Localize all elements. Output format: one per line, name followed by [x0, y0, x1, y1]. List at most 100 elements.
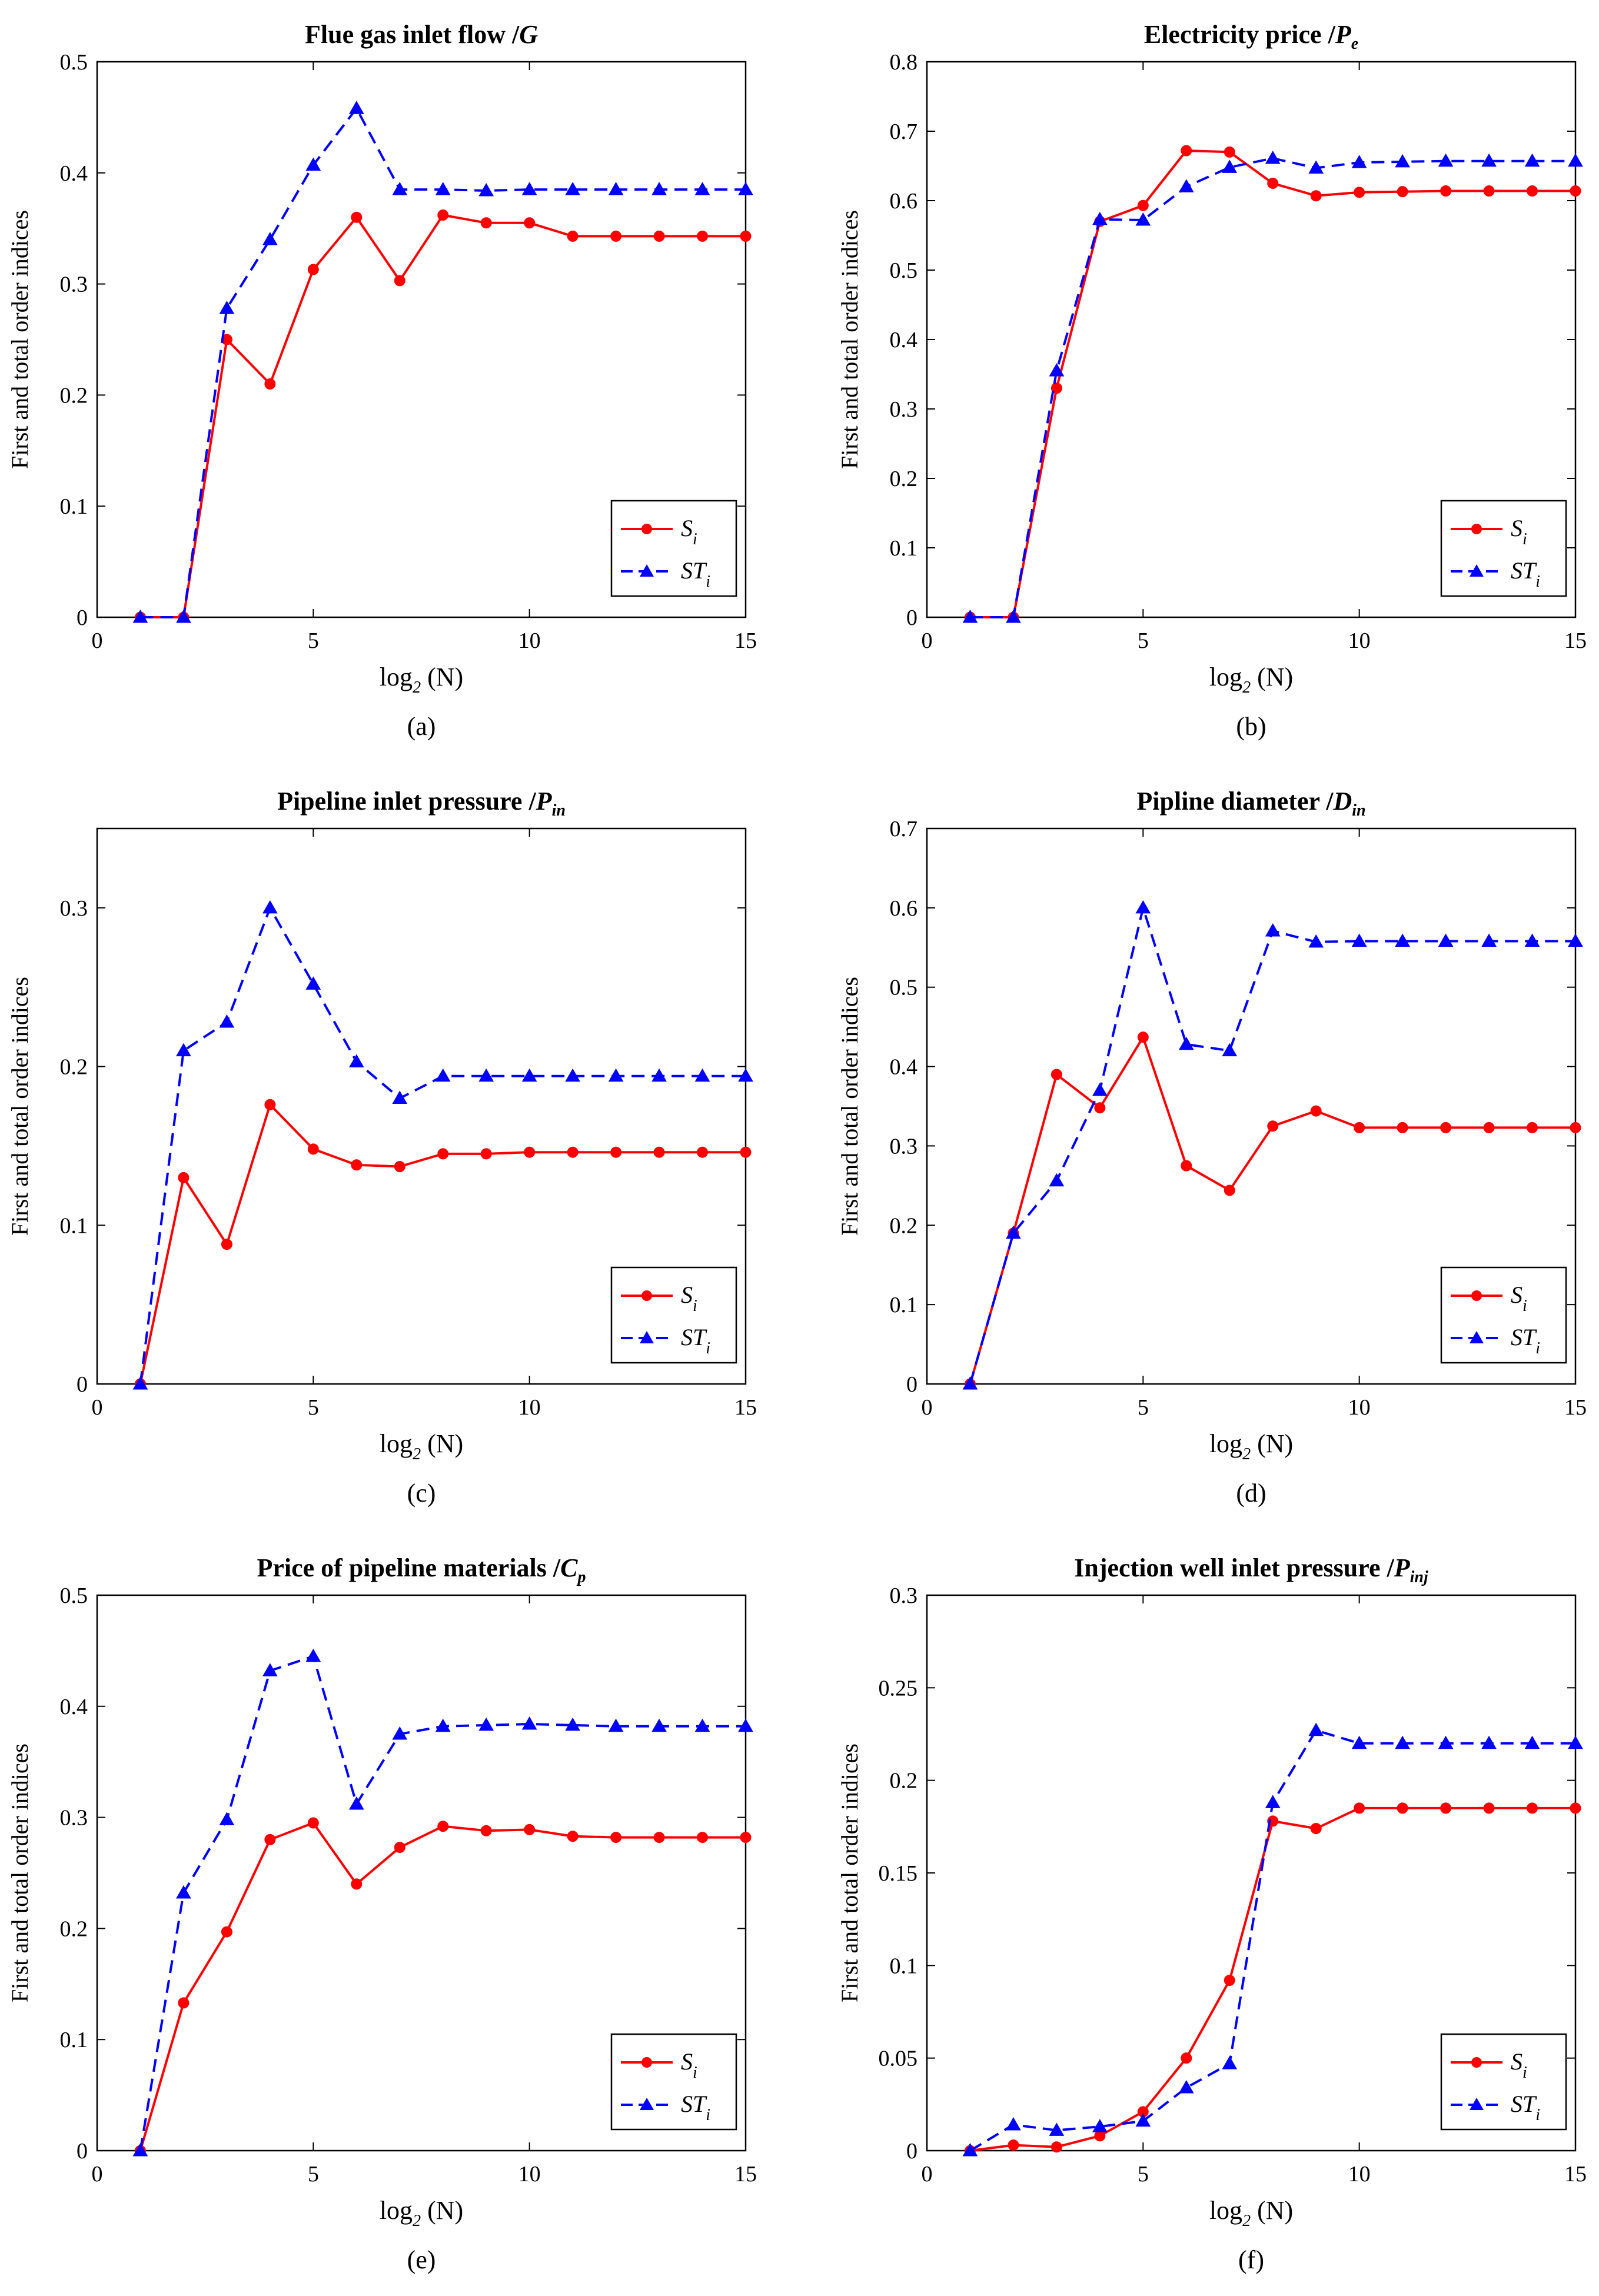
data-point-st	[651, 1718, 667, 1732]
chart-title: Flue gas inlet flow /G	[305, 20, 538, 49]
plot-frame	[96, 61, 747, 618]
data-point-s	[740, 230, 752, 242]
legend-label-st: STi	[1511, 557, 1540, 591]
data-point-st	[521, 1716, 537, 1730]
data-point-s	[1008, 2139, 1019, 2151]
y-tick-label: 0.2	[60, 383, 88, 408]
x-tick-label: 5	[308, 628, 319, 653]
y-tick-label: 0.3	[890, 397, 918, 422]
chart-title: Price of pipeline materials /Cp	[257, 1553, 586, 1586]
legend-label-s: Si	[681, 2048, 697, 2082]
data-point-st	[1222, 2056, 1238, 2069]
x-tick-label: 5	[308, 1395, 319, 1420]
data-point-s	[480, 217, 492, 229]
x-tick-label: 15	[1564, 628, 1587, 653]
data-point-st	[176, 609, 191, 623]
legend-label-s: Si	[1511, 515, 1527, 548]
x-tick-label: 0	[922, 1395, 933, 1420]
data-point-st	[176, 1885, 191, 1899]
data-point-st	[1222, 1043, 1238, 1057]
legend-marker-st	[1470, 1331, 1484, 1343]
data-point-s	[178, 1172, 190, 1183]
x-axis-label: log2 (N)	[1209, 2196, 1293, 2230]
y-tick-label: 0	[906, 2139, 917, 2164]
data-point-st	[1481, 1735, 1497, 1749]
data-point-s	[307, 264, 319, 275]
chart-title: Pipline diameter /Din	[1136, 787, 1365, 820]
data-point-s	[1354, 1802, 1365, 1814]
data-point-st	[694, 182, 710, 195]
data-point-s	[1310, 1822, 1322, 1834]
legend-box	[1440, 1266, 1567, 1364]
data-point-s	[1224, 1184, 1235, 1196]
x-tick-label: 10	[1348, 2162, 1371, 2187]
y-tick-label: 0.1	[890, 536, 918, 561]
legend-label-s: Si	[1511, 2048, 1527, 2082]
data-point-st	[1351, 1735, 1367, 1749]
data-point-st	[392, 1726, 408, 1740]
data-point-s	[1051, 2141, 1062, 2153]
data-point-st	[1438, 153, 1454, 167]
legend-marker-s	[641, 2057, 652, 2068]
data-point-s	[610, 1832, 622, 1844]
y-tick-label: 0.05	[879, 2047, 918, 2071]
data-point-st	[219, 301, 235, 314]
chart-panel-d: Pipline diameter /Din 0 0.1 0.2 0.3 0.4 0.5 0.6…	[836, 787, 1587, 1508]
y-tick-label: 0.15	[879, 1861, 918, 1886]
data-point-st	[1351, 933, 1367, 947]
chart-panel-a: Flue gas inlet flow /G 0 0.1 0.2 0.3 0.4 0.5 0 5…	[6, 20, 757, 741]
y-tick-label: 0.2	[890, 1213, 918, 1238]
data-point-s	[1267, 178, 1279, 189]
x-tick-label: 15	[734, 2162, 757, 2187]
panel-caption: (d)	[1236, 1479, 1266, 1508]
data-point-st	[962, 1376, 978, 1390]
data-point-st	[651, 182, 667, 195]
data-point-st	[132, 609, 148, 623]
plot-frame	[96, 1594, 747, 2152]
y-tick-label: 0.5	[890, 258, 918, 283]
chart-panel-e: Price of pipeline materials /Cp 0 0.1 0.2 0.…	[6, 1553, 757, 2274]
legend-label-st: STi	[1511, 1324, 1540, 1357]
x-tick-label: 5	[1138, 628, 1149, 653]
y-tick-label: 0.7	[890, 119, 918, 144]
y-tick-label: 0	[77, 605, 88, 630]
data-point-s	[1137, 199, 1149, 211]
data-point-s	[1137, 1031, 1149, 1043]
panel-caption: (a)	[407, 712, 436, 741]
data-point-st	[1395, 933, 1410, 947]
data-point-s	[1397, 1122, 1408, 1133]
y-tick-label: 0.6	[890, 896, 918, 921]
data-point-st	[1481, 933, 1497, 947]
x-tick-label: 10	[518, 628, 541, 653]
y-tick-label: 0.4	[890, 328, 918, 352]
legend-marker-s	[641, 524, 652, 534]
data-point-s	[653, 1832, 665, 1844]
data-point-st	[565, 182, 580, 195]
data-point-s	[1094, 1102, 1106, 1114]
data-point-s	[1354, 1122, 1365, 1133]
data-point-st	[435, 182, 451, 195]
x-tick-label: 5	[1138, 2162, 1149, 2187]
data-point-s	[740, 1832, 752, 1844]
data-point-s	[610, 230, 622, 242]
legend-marker-st	[1470, 2098, 1484, 2110]
legend-box	[610, 2033, 737, 2131]
data-point-st	[1395, 154, 1410, 168]
data-point-st	[1568, 153, 1583, 167]
data-point-s	[567, 1146, 579, 1158]
y-tick-label: 0.8	[890, 50, 918, 75]
y-tick-label: 0.6	[890, 189, 918, 214]
legend-marker-s	[1471, 2057, 1482, 2068]
x-axis-label: log2 (N)	[1209, 663, 1293, 697]
data-point-s	[1051, 382, 1062, 394]
data-point-s	[524, 217, 536, 229]
data-point-st	[305, 1648, 321, 1662]
data-point-s	[394, 1160, 405, 1172]
data-point-s	[697, 1832, 709, 1844]
y-tick-label: 0.2	[60, 1055, 88, 1080]
data-point-s	[1527, 1802, 1538, 1814]
data-point-st	[435, 1718, 451, 1732]
panel-caption: (b)	[1236, 712, 1266, 741]
y-tick-label: 0.1	[60, 1213, 88, 1238]
legend-label-st: STi	[681, 1324, 710, 1357]
